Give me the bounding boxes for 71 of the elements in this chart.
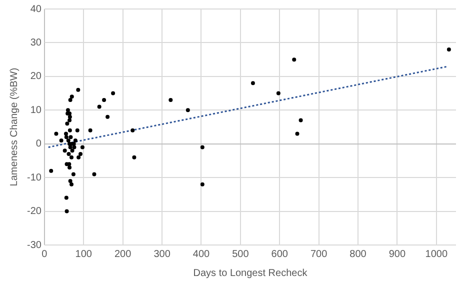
point	[66, 152, 71, 156]
x-tick-label: 600	[271, 248, 288, 260]
point	[64, 196, 68, 200]
x-tick-label: 900	[388, 248, 406, 260]
x-axis-title: Days to Longest Recheck	[193, 268, 308, 279]
point	[71, 172, 76, 176]
point	[70, 148, 74, 153]
x-tick-label: 100	[75, 248, 92, 260]
point	[66, 138, 70, 142]
x-tick-label: 200	[114, 248, 132, 260]
point	[200, 145, 204, 150]
y-tick-label: -30	[27, 240, 42, 251]
y-tick-label: 10	[30, 104, 42, 116]
point	[97, 104, 102, 109]
x-tick-label: 1000	[425, 248, 448, 260]
point	[64, 135, 68, 140]
point	[200, 182, 204, 186]
point	[68, 145, 72, 150]
point	[168, 98, 173, 102]
y-axis-title: Lameness Change (%BW)	[8, 68, 20, 186]
point	[76, 88, 80, 92]
point	[295, 132, 300, 136]
y-tick-label: 40	[30, 4, 42, 15]
point	[68, 165, 72, 170]
point	[78, 152, 83, 156]
x-tick-label: 700	[310, 248, 328, 260]
y-tick-label: 30	[30, 37, 42, 48]
point	[186, 108, 190, 112]
point	[68, 135, 73, 140]
point	[102, 98, 106, 102]
point	[68, 128, 72, 132]
point	[276, 91, 280, 96]
point	[92, 172, 96, 176]
y-tick-label: -10	[27, 172, 42, 184]
point	[132, 155, 136, 160]
x-tick-label: 500	[232, 248, 250, 260]
point	[292, 58, 296, 62]
point	[76, 155, 81, 160]
point	[67, 162, 72, 166]
y-tick-label: 0	[36, 138, 42, 150]
y-tick-label: 20	[30, 71, 42, 82]
point	[73, 138, 78, 142]
point	[70, 182, 74, 186]
x-tick-label: 300	[154, 248, 171, 260]
point	[68, 98, 72, 102]
point	[59, 138, 64, 142]
point	[64, 209, 69, 214]
point	[72, 145, 76, 150]
point	[446, 47, 451, 52]
point	[70, 94, 74, 99]
point	[298, 118, 303, 122]
y-tick-label: -20	[27, 206, 42, 218]
point	[62, 148, 67, 153]
x-tick-label: 400	[192, 248, 210, 260]
point	[68, 114, 72, 119]
point	[49, 168, 54, 173]
point	[250, 81, 255, 86]
point	[88, 128, 92, 132]
point	[111, 91, 116, 96]
point	[68, 118, 72, 122]
point	[75, 128, 80, 132]
point	[54, 132, 58, 136]
point	[70, 155, 74, 160]
point	[66, 108, 70, 112]
point	[64, 132, 68, 136]
x-tick-label: 800	[350, 248, 367, 260]
point	[65, 122, 70, 126]
point	[80, 145, 84, 150]
point	[130, 128, 135, 132]
point	[106, 114, 110, 119]
point	[68, 178, 72, 183]
